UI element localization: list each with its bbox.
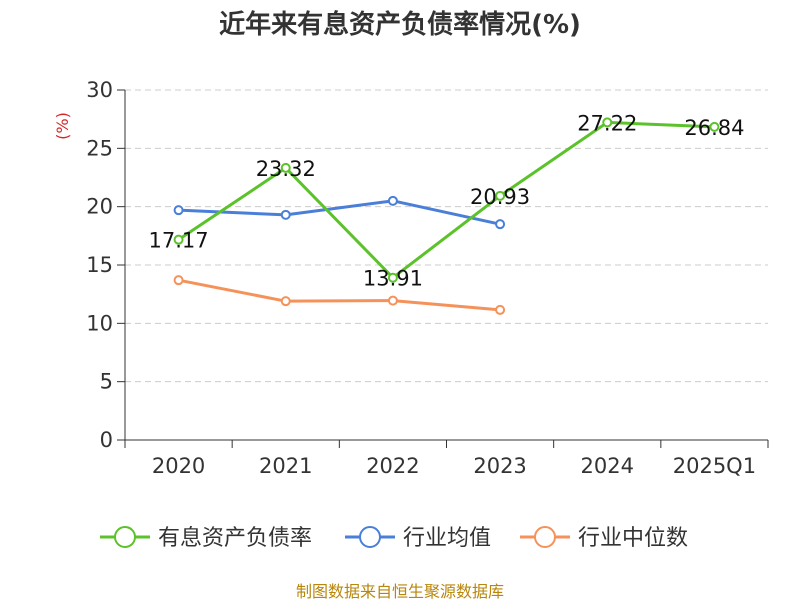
chart-title: 近年来有息资产负债率情况(%): [219, 9, 581, 40]
y-axis-label: (%): [53, 112, 72, 140]
series-line-1: [178, 199, 501, 226]
legend-marker-2: [534, 526, 556, 548]
y-tick-label-3: 15: [86, 253, 113, 277]
legend-label-0: 有息资产负债率: [158, 526, 312, 551]
point-0-1: [280, 162, 291, 173]
legend-label-1: 行业均值: [403, 526, 491, 551]
data-label-2: 13.91: [363, 267, 423, 291]
grid: [125, 89, 768, 383]
legend-marker-0: [114, 526, 136, 548]
x-tick-label-5: 2025Q1: [673, 454, 756, 478]
data-label-4: 27.22: [577, 111, 637, 135]
legend: 有息资产负债率 行业均值 行业中位数: [100, 526, 688, 551]
legend-label-2: 行业中位数: [578, 526, 688, 551]
point-0-5: [709, 121, 720, 132]
x-tick-label-3: 2023: [473, 454, 526, 478]
point-2-0: [173, 275, 184, 286]
point-1-3: [495, 219, 506, 230]
point-0-0: [173, 234, 184, 245]
y-tick-label-0: 0: [100, 428, 113, 452]
x-tick-label-4: 2024: [581, 454, 634, 478]
x-tick-label-2: 2022: [366, 454, 419, 478]
y-tick-label-5: 25: [86, 136, 113, 160]
data-label-0: 17.17: [149, 229, 209, 253]
series-line-0: [177, 120, 715, 280]
series-line-2: [178, 278, 501, 312]
y-tick-label-6: 30: [86, 78, 113, 102]
point-0-4: [602, 117, 613, 128]
y-tick-label-2: 10: [86, 311, 113, 335]
data-source: 制图数据来自恒生聚源数据库: [296, 582, 504, 600]
point-1-0: [173, 205, 184, 216]
point-0-3: [495, 190, 506, 201]
x-tick-label-1: 2021: [259, 454, 312, 478]
point-2-3: [495, 304, 506, 315]
point-1-2: [387, 195, 398, 206]
data-label-5: 26.84: [684, 116, 744, 140]
point-1-1: [280, 209, 291, 220]
axes: 0 5 10 15 20 25 30 2020 2021 2022 2023 2024 2025Q1: [86, 78, 769, 478]
data-label-1: 23.32: [256, 157, 316, 181]
y-tick-label-1: 5: [100, 370, 113, 394]
series-group: 17.17 23.32 13.91 20.93 27.22 26.84: [149, 111, 744, 315]
point-2-2: [387, 295, 398, 306]
point-2-1: [280, 296, 291, 307]
point-0-2: [387, 272, 398, 283]
x-tick-label-0: 2020: [152, 454, 205, 478]
legend-marker-1: [359, 526, 381, 548]
data-label-3: 20.93: [470, 185, 530, 209]
y-tick-label-4: 20: [86, 195, 113, 219]
